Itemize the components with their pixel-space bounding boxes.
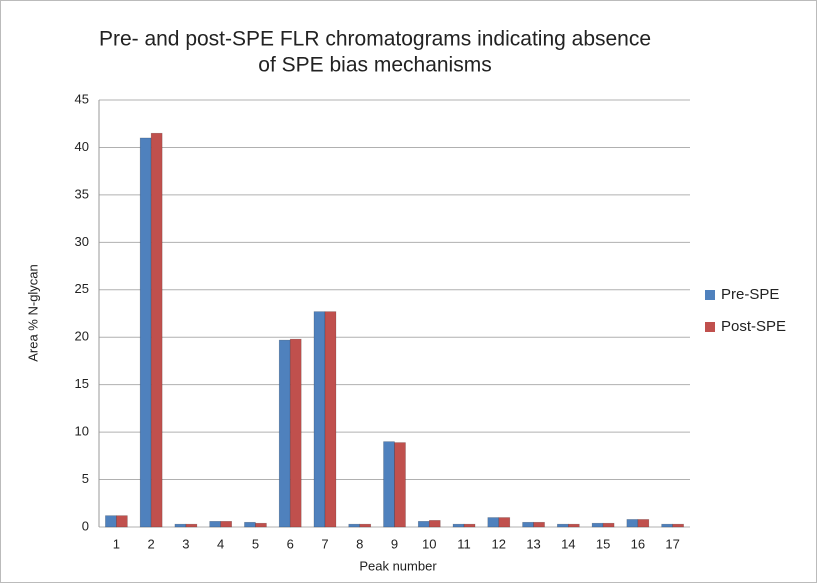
bar [289, 338, 302, 528]
x-tick-label: 4 [217, 536, 224, 551]
bar [105, 515, 117, 528]
bar [220, 521, 232, 528]
bar [359, 523, 372, 528]
y-tick-label: 20 [75, 329, 89, 344]
bar [150, 132, 163, 528]
bar [452, 523, 465, 528]
y-tick-label: 5 [82, 471, 89, 486]
bar [278, 339, 291, 528]
bar [244, 521, 256, 528]
x-tick-label: 9 [391, 536, 398, 551]
bar [428, 520, 441, 528]
bar [557, 523, 569, 528]
bar [522, 521, 534, 528]
bar [626, 519, 639, 528]
legend-swatch [705, 322, 715, 332]
x-tick-label: 8 [356, 536, 363, 551]
y-tick-label: 10 [75, 424, 89, 439]
bar [324, 311, 337, 528]
y-axis-label: Area % N-glycan [25, 264, 40, 362]
x-tick-label: 2 [148, 536, 155, 551]
x-tick-label: 11 [457, 536, 471, 551]
bar [348, 523, 361, 528]
x-tick-label: 15 [596, 536, 610, 551]
bar [637, 519, 650, 528]
bar [498, 517, 511, 528]
y-tick-label: 40 [75, 139, 89, 154]
bar [139, 137, 152, 528]
y-tick-label: 25 [75, 281, 89, 296]
bar [661, 523, 673, 528]
chart-title: of SPE bias mechanisms [258, 54, 491, 77]
bar [313, 311, 326, 528]
bar [255, 522, 267, 528]
y-tick-label: 30 [75, 234, 89, 249]
y-tick-label: 0 [82, 518, 89, 533]
x-tick-label: 14 [561, 536, 575, 551]
x-axis-label: Peak number [359, 558, 437, 573]
legend-swatch [705, 290, 715, 300]
bar [533, 521, 545, 528]
bar [568, 523, 580, 528]
x-tick-label: 13 [526, 536, 540, 551]
y-tick-label: 45 [75, 91, 89, 106]
bar [383, 441, 395, 528]
bar [487, 517, 500, 528]
y-tick-label: 15 [75, 376, 89, 391]
x-tick-label: 1 [113, 536, 120, 551]
y-tick-label: 35 [75, 186, 89, 201]
bar [185, 523, 198, 528]
x-tick-label: 17 [665, 536, 679, 551]
x-tick-label: 16 [631, 536, 645, 551]
x-tick-label: 6 [287, 536, 294, 551]
bar [394, 442, 406, 528]
x-tick-label: 5 [252, 536, 259, 551]
x-tick-label: 12 [492, 536, 506, 551]
legend-label: Pre-SPE [721, 286, 779, 303]
bar [174, 523, 187, 528]
bar [116, 515, 128, 528]
bar [591, 522, 604, 528]
bar [463, 523, 476, 528]
x-tick-label: 3 [182, 536, 189, 551]
x-tick-label: 7 [321, 536, 328, 551]
bar [417, 521, 430, 528]
legend-label: Post-SPE [721, 318, 786, 335]
bar [602, 522, 615, 528]
x-tick-label: 10 [422, 536, 436, 551]
bar [672, 523, 684, 528]
bar [209, 521, 221, 528]
chart-title: Pre- and post-SPE FLR chromatograms indi… [99, 28, 651, 51]
